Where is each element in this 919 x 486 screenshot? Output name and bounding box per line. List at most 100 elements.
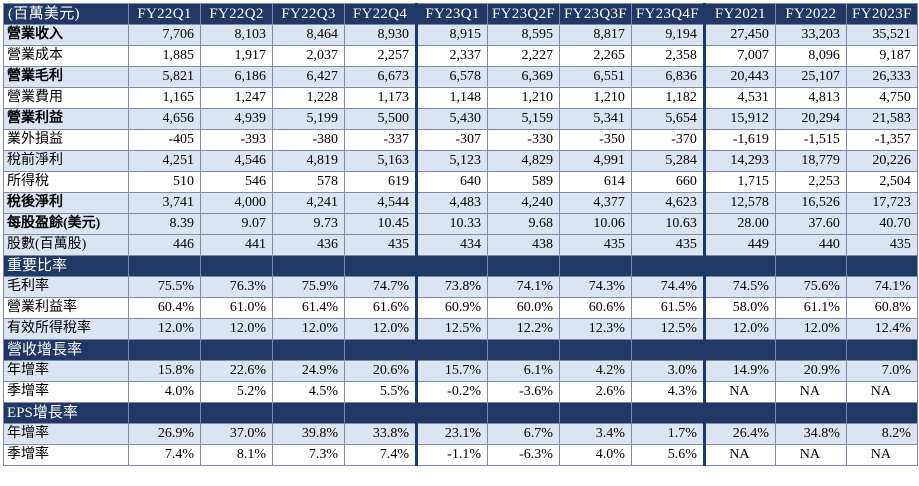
section-filler [630,255,705,277]
table-cell: 60.4% [128,297,201,319]
table-cell: 25,107 [774,66,847,88]
table-cell: 58.0% [702,297,776,319]
table-cell: 440 [774,234,847,256]
table-cell: 1,228 [272,87,345,109]
table-cell: 60.9% [415,297,488,319]
row-label: 股數(百萬股) [3,234,129,256]
table-cell: 61.1% [774,297,847,319]
table-cell: NA [845,381,918,403]
section-filler [845,255,918,277]
table-cell: 27,450 [702,24,776,46]
row-label: 年增率 [3,423,129,445]
unit-label: (百萬美元) [3,3,129,25]
table-cell: 578 [272,171,345,193]
table-cell: 12.0% [344,318,417,340]
table-cell: 12.0% [774,318,847,340]
table-row: 稅後淨利 3,741 4,000 4,241 4,544 4,483 4,240 4,377 4… [3,192,918,214]
row-label: 每股盈餘(美元) [3,213,129,235]
table-cell: 6,427 [272,66,345,88]
table-cell: 5,163 [344,150,417,172]
table-cell: 4.5% [272,381,345,403]
section-title: 營收增長率 [3,339,129,361]
table-cell: 7.4% [128,444,201,466]
table-cell: 20,226 [845,150,918,172]
table-cell: 12,578 [702,192,776,214]
table-cell: 5.2% [200,381,273,403]
column-header: FY2021 [702,3,776,25]
section-filler [272,339,345,361]
table-cell: 9,187 [845,45,918,67]
table-cell: 37.0% [200,423,273,445]
table-cell: -370 [630,129,705,151]
table-cell: 6,186 [200,66,273,88]
table-row: 有效所得稅率 12.0% 12.0% 12.0% 12.0% 12.5% 12.2% 12.3… [3,318,918,340]
table-cell: 4,750 [845,87,918,109]
section-header: EPS增長率 [3,402,918,424]
row-label: 營業費用 [3,87,129,109]
table-cell: 2,257 [344,45,417,67]
table-cell: 1,917 [200,45,273,67]
table-cell: 6,836 [630,66,705,88]
table-cell: 40.70 [845,213,918,235]
table-cell: 15.8% [128,360,201,382]
table-row: 稅前淨利 4,251 4,546 4,819 5,163 5,123 4,829 4,991 5… [3,150,918,172]
section-filler [487,255,560,277]
table-cell: 9.73 [272,213,345,235]
table-cell: 436 [272,234,345,256]
section-filler [415,339,488,361]
table-cell: 9,194 [630,24,705,46]
table-row: 所得稅 510 546 578 619 640 589 614 660 1,715 2,253 2,5… [3,171,918,193]
section-filler [630,339,705,361]
table-row: 營業成本 1,885 1,917 2,037 2,257 2,337 2,227 2,265 2… [3,45,918,67]
table-cell: 435 [344,234,417,256]
table-row: 營業收入 7,706 8,103 8,464 8,930 8,915 8,595 8,817 9… [3,24,918,46]
row-label: 所得稅 [3,171,129,193]
column-header: FY23Q3F [558,3,632,25]
table-cell: 2,265 [558,45,632,67]
table-cell: NA [702,444,776,466]
section-filler [344,255,417,277]
table-row: 每股盈餘(美元) 8.39 9.07 9.73 10.45 10.33 9.68 10.06 1… [3,213,918,235]
section-filler [415,255,488,277]
table-cell: 4,819 [272,150,345,172]
table-cell: -3.6% [487,381,560,403]
table-cell: 5,284 [630,150,705,172]
table-cell: 73.8% [415,276,488,298]
table-cell: 4,240 [487,192,560,214]
table-cell: 1,885 [128,45,201,67]
table-cell: -0.2% [415,381,488,403]
section-filler [774,339,847,361]
row-label: 稅後淨利 [3,192,129,214]
section-filler [774,402,847,424]
table-cell: 8,103 [200,24,273,46]
table-cell: 435 [630,234,705,256]
table-cell: 60.8% [845,297,918,319]
table-cell: NA [702,381,776,403]
table-cell: 619 [344,171,417,193]
table-cell: 5,159 [487,108,560,130]
column-header: FY23Q2F [487,3,560,25]
table-cell: 8,464 [272,24,345,46]
section-title: EPS增長率 [3,402,129,424]
row-label: 毛利率 [3,276,129,298]
table-cell: 435 [845,234,918,256]
table-cell: 61.6% [344,297,417,319]
section-title: 重要比率 [3,255,129,277]
table-cell: 12.4% [845,318,918,340]
section-filler [630,402,705,424]
column-header: FY2023F [845,3,918,25]
section-filler [128,339,201,361]
table-cell: 4,531 [702,87,776,109]
section-filler [200,402,273,424]
table-cell: 6.1% [487,360,560,382]
table-cell: 8,595 [487,24,560,46]
table-cell: 60.6% [558,297,632,319]
table-cell: 21,583 [845,108,918,130]
row-label: 稅前淨利 [3,150,129,172]
table-cell: 12.0% [272,318,345,340]
table-cell: 74.4% [630,276,705,298]
table-cell: 2,227 [487,45,560,67]
table-cell: 5,430 [415,108,488,130]
table-cell: 589 [487,171,560,193]
row-label: 營業收入 [3,24,129,46]
